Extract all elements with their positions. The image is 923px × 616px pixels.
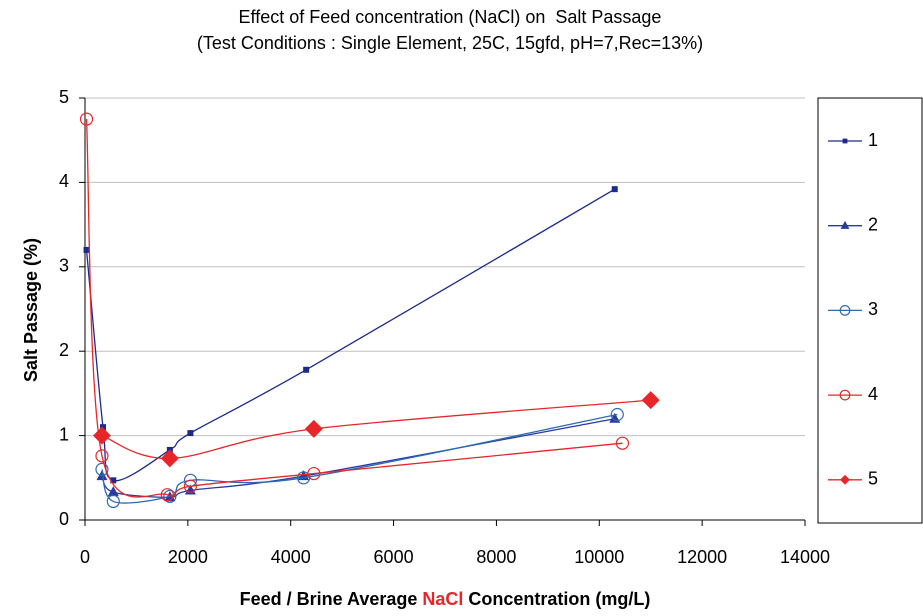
y-tick-label: 5 <box>59 87 69 107</box>
x-axis-title-part: Concentration (mg/L) <box>463 589 650 609</box>
series-line <box>85 188 616 482</box>
x-tick-label: 8000 <box>476 547 516 567</box>
marker <box>83 246 90 253</box>
y-tick-label: 4 <box>59 171 69 191</box>
marker <box>100 424 106 431</box>
marker <box>304 419 323 438</box>
marker <box>106 494 120 509</box>
series-line <box>101 399 651 460</box>
marker <box>92 426 111 445</box>
x-axis-title: Feed / Brine Average NaCl Concentration … <box>240 589 651 609</box>
x-tick-label: 10000 <box>574 547 624 567</box>
legend-label: 4 <box>868 384 878 404</box>
x-tick-label: 0 <box>80 547 90 567</box>
legend-label: 1 <box>868 130 878 150</box>
marker <box>183 479 198 493</box>
x-tick-label: 14000 <box>780 547 830 567</box>
x-tick-label: 4000 <box>271 547 311 567</box>
series-line <box>101 413 618 504</box>
x-axis-title-part: Feed / Brine Average <box>240 589 423 609</box>
marker <box>303 366 310 373</box>
chart-subtitle: (Test Conditions : Single Element, 25C, … <box>197 33 703 53</box>
marker <box>110 477 117 484</box>
marker <box>641 391 660 410</box>
marker <box>840 220 850 229</box>
y-tick-label: 1 <box>59 424 69 444</box>
marker <box>79 112 94 126</box>
legend-label: 5 <box>868 469 878 489</box>
y-tick-label: 0 <box>59 509 69 529</box>
x-tick-label: 6000 <box>374 547 414 567</box>
marker <box>160 449 179 468</box>
marker <box>839 305 851 316</box>
x-axis-title-part: NaCl <box>422 589 463 609</box>
marker <box>95 462 109 476</box>
y-axis-title: Salt Passage (%) <box>21 238 41 382</box>
marker <box>95 449 109 463</box>
series-line <box>85 119 623 498</box>
marker <box>611 186 618 193</box>
y-tick-label: 3 <box>59 256 69 276</box>
x-tick-label: 12000 <box>677 547 727 567</box>
legend-label: 3 <box>868 299 878 319</box>
marker <box>840 474 850 485</box>
marker <box>842 138 848 144</box>
marker <box>307 466 321 481</box>
marker <box>610 407 624 422</box>
marker <box>107 486 119 497</box>
marker <box>187 430 194 437</box>
marker <box>163 489 177 503</box>
x-tick-label: 2000 <box>168 547 208 567</box>
legend-label: 2 <box>868 214 878 234</box>
chart-title: Effect of Feed concentration (NaCl) on S… <box>239 7 662 27</box>
marker <box>615 436 630 450</box>
marker <box>160 488 174 502</box>
marker <box>839 389 851 401</box>
y-tick-label: 2 <box>59 340 69 360</box>
